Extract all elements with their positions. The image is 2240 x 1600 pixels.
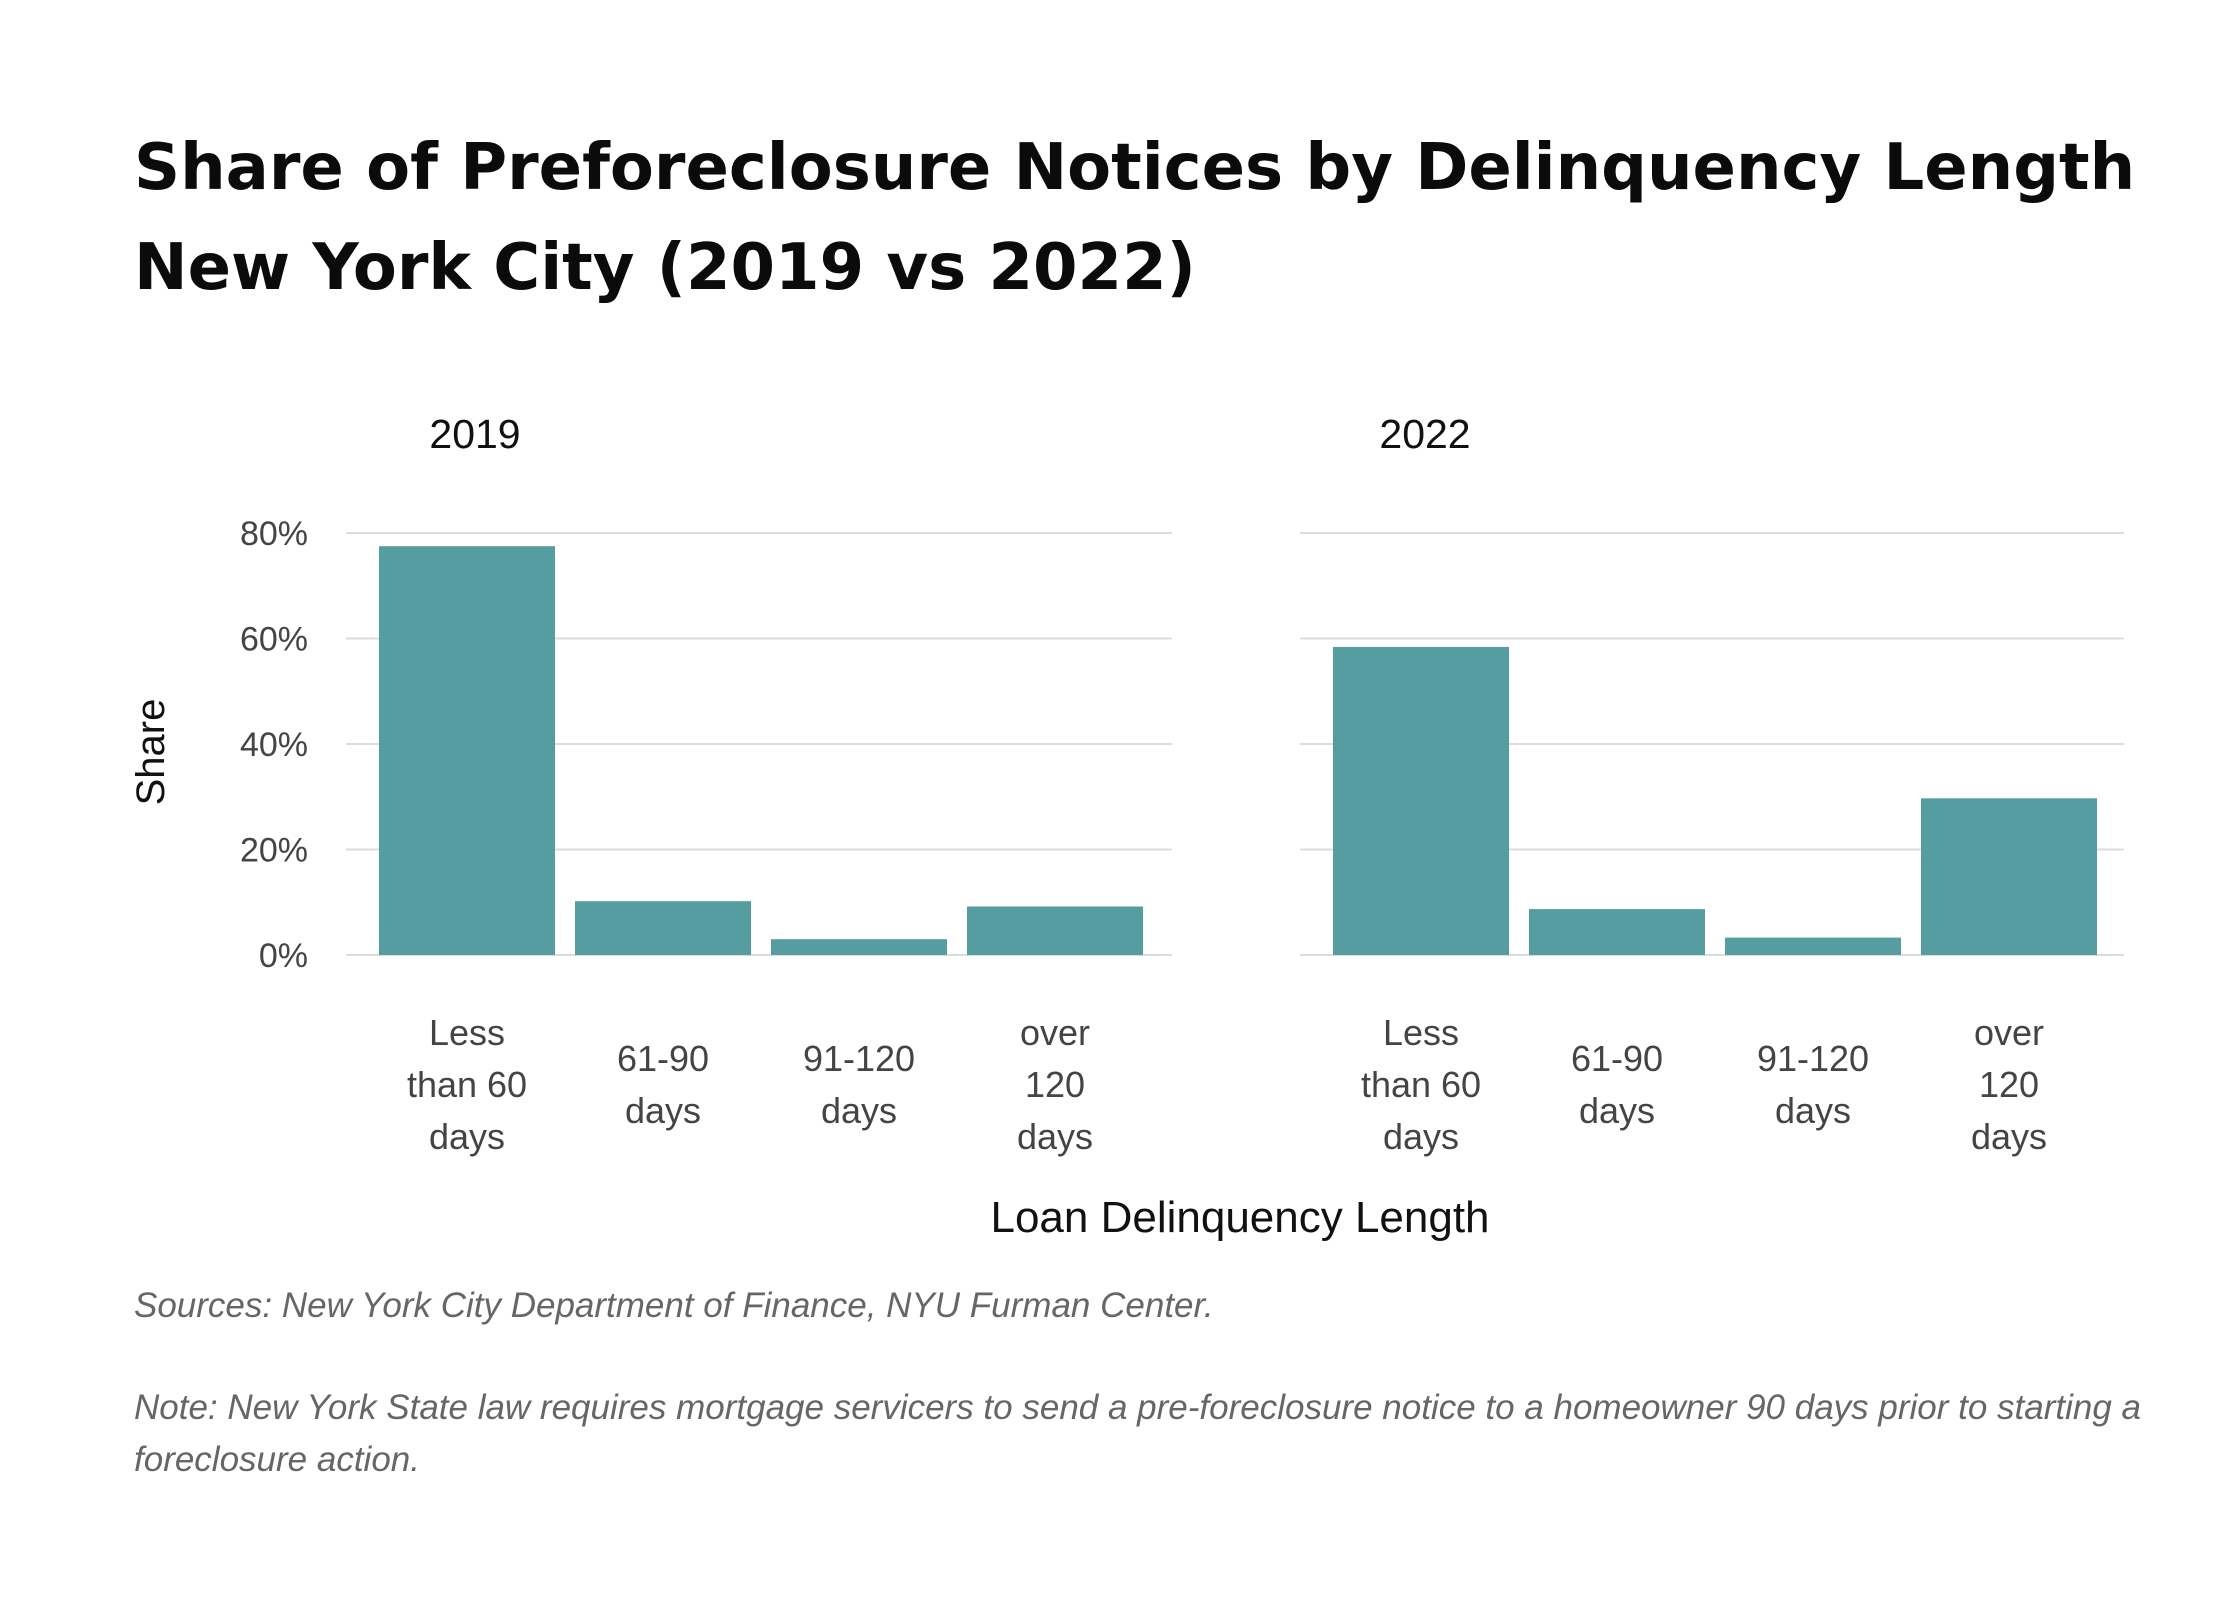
bar-0-0 bbox=[379, 546, 555, 955]
bar-1-0 bbox=[1333, 646, 1509, 955]
x-axis-title: Loan Delinquency Length bbox=[990, 1193, 1489, 1242]
chart-title-line-2: New York City (2019 vs 2022) bbox=[134, 231, 1196, 305]
x-tick-label-0-2-1: days bbox=[821, 1090, 897, 1131]
bar-1-3 bbox=[1921, 798, 2097, 955]
footnote: Note: New York State law requires mortga… bbox=[134, 1388, 2142, 1479]
x-tick-label-0-0-0: Less bbox=[429, 1012, 505, 1053]
x-tick-label-1-1-1: days bbox=[1579, 1090, 1655, 1131]
x-tick-label-1-2-0: 91-120 bbox=[1757, 1038, 1869, 1079]
source-note: Sources: New York City Department of Fin… bbox=[134, 1286, 1214, 1325]
x-tick-label-0-0-2: days bbox=[429, 1116, 505, 1157]
x-tick-label-1-0-0: Less bbox=[1383, 1012, 1459, 1053]
bar-1-1 bbox=[1529, 909, 1705, 955]
bar-0-1 bbox=[575, 901, 751, 955]
panel-title-1: 2022 bbox=[1379, 411, 1470, 457]
chart-title: Share of Preforeclosure Notices by Delin… bbox=[134, 118, 2136, 318]
x-tick-label-0-1-1: days bbox=[625, 1090, 701, 1131]
x-tick-label-1-3-0: over bbox=[1974, 1012, 2044, 1053]
x-tick-label-1-3-1: 120 bbox=[1979, 1064, 2039, 1105]
chart-title-line-1: Share of Preforeclosure Notices by Delin… bbox=[134, 131, 2136, 205]
x-tick-label-0-0-1: than 60 bbox=[407, 1064, 527, 1105]
x-tick-label-1-0-2: days bbox=[1383, 1116, 1459, 1157]
x-tick-label-0-3-0: over bbox=[1020, 1012, 1090, 1053]
y-tick-label-1: 20% bbox=[240, 832, 308, 870]
panel-title-0: 2019 bbox=[429, 411, 520, 457]
y-tick-label-0: 0% bbox=[259, 937, 308, 975]
y-tick-label-4: 80% bbox=[240, 515, 308, 553]
x-tick-label-1-1-0: 61-90 bbox=[1571, 1038, 1663, 1079]
y-tick-label-2: 40% bbox=[240, 726, 308, 764]
bar-0-3 bbox=[967, 906, 1143, 955]
x-tick-label-0-2-0: 91-120 bbox=[803, 1038, 915, 1079]
x-tick-label-1-3-2: days bbox=[1971, 1116, 2047, 1157]
x-tick-label-1-0-1: than 60 bbox=[1361, 1064, 1481, 1105]
bar-1-2 bbox=[1725, 937, 1901, 955]
x-tick-label-0-3-1: 120 bbox=[1025, 1064, 1085, 1105]
bar-0-2 bbox=[771, 939, 947, 955]
x-tick-label-0-3-2: days bbox=[1017, 1116, 1093, 1157]
y-axis-title: Share bbox=[129, 699, 173, 806]
y-tick-label-3: 60% bbox=[240, 621, 308, 659]
x-tick-label-1-2-1: days bbox=[1775, 1090, 1851, 1131]
x-tick-label-0-1-0: 61-90 bbox=[617, 1038, 709, 1079]
